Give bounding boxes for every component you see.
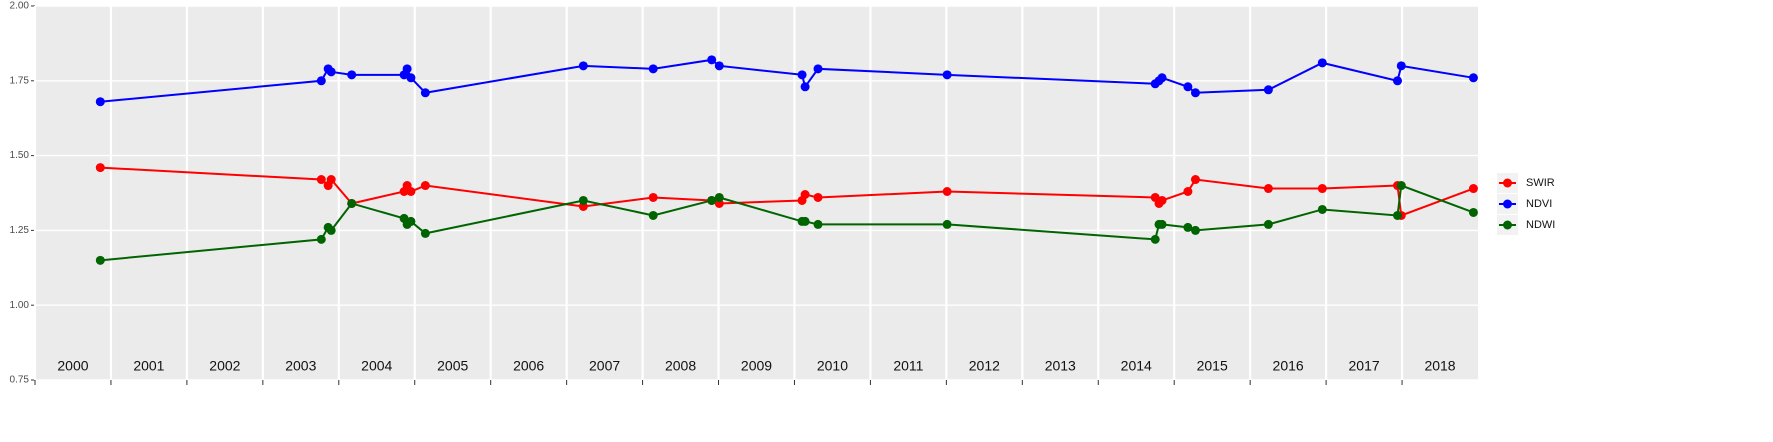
legend-label: NDVI xyxy=(1526,198,1552,210)
x-tick-label: 2011 xyxy=(893,358,923,374)
data-point xyxy=(420,88,430,98)
data-point xyxy=(1183,82,1193,92)
data-point xyxy=(1392,76,1402,86)
data-point xyxy=(1157,73,1167,83)
data-point xyxy=(95,163,105,173)
data-point xyxy=(420,228,430,238)
data-point xyxy=(1190,175,1200,185)
y-tick-label: 1.75 xyxy=(10,75,30,86)
x-tick-label: 2015 xyxy=(1197,358,1228,374)
x-tick-label: 2003 xyxy=(285,358,316,374)
data-point xyxy=(707,195,717,205)
legend-label: NDWI xyxy=(1526,219,1555,231)
data-point xyxy=(800,189,810,199)
data-point xyxy=(406,187,416,197)
x-tick-label: 2005 xyxy=(437,358,468,374)
data-point xyxy=(326,67,336,77)
y-tick-label: 1.25 xyxy=(10,225,30,236)
data-point xyxy=(406,73,416,83)
data-point xyxy=(1396,181,1406,191)
data-point xyxy=(942,70,952,80)
data-point xyxy=(648,210,658,220)
x-tick-label: 2008 xyxy=(665,358,696,374)
data-point xyxy=(316,175,326,185)
legend-swatch xyxy=(1503,178,1512,188)
data-point xyxy=(1157,219,1167,229)
data-point xyxy=(1183,222,1193,232)
data-point xyxy=(707,55,717,65)
data-point xyxy=(347,70,357,80)
data-point xyxy=(578,195,588,205)
data-point xyxy=(1317,184,1327,194)
data-point xyxy=(1263,184,1273,194)
data-point xyxy=(1263,219,1273,229)
data-point xyxy=(1157,195,1167,205)
legend-swatch xyxy=(1503,199,1512,209)
data-point xyxy=(1392,210,1402,220)
data-point xyxy=(1317,204,1327,214)
data-point xyxy=(942,187,952,197)
data-point xyxy=(797,70,807,80)
panel xyxy=(35,6,1478,380)
data-point xyxy=(95,255,105,265)
x-tick-label: 2002 xyxy=(209,358,240,374)
data-point xyxy=(326,175,336,185)
x-tick-label: 2013 xyxy=(1045,358,1076,374)
data-point xyxy=(800,216,810,226)
x-tick-label: 2018 xyxy=(1424,358,1455,374)
x-tick-label: 2017 xyxy=(1349,358,1380,374)
data-point xyxy=(95,97,105,107)
data-point xyxy=(326,225,336,235)
data-point xyxy=(316,76,326,86)
y-tick-label: 0.75 xyxy=(10,375,30,386)
x-tick-label: 2010 xyxy=(817,358,848,374)
data-point xyxy=(1468,207,1478,217)
data-point xyxy=(714,192,724,202)
data-point xyxy=(1468,73,1478,83)
x-tick-label: 2004 xyxy=(361,358,392,374)
y-tick-label: 1.50 xyxy=(10,150,30,161)
data-point xyxy=(714,61,724,71)
x-tick-label: 2001 xyxy=(133,358,164,374)
y-tick-label: 2.00 xyxy=(10,1,30,12)
x-tick-label: 2012 xyxy=(969,358,1000,374)
data-point xyxy=(648,192,658,202)
data-point xyxy=(1317,58,1327,68)
legend-label: SWIR xyxy=(1526,177,1555,189)
data-point xyxy=(942,219,952,229)
data-point xyxy=(800,82,810,92)
data-point xyxy=(347,198,357,208)
legend-swatch xyxy=(1503,220,1512,230)
data-point xyxy=(402,64,412,74)
data-point xyxy=(1396,61,1406,71)
data-point xyxy=(578,61,588,71)
data-point xyxy=(1468,184,1478,194)
data-point xyxy=(420,181,430,191)
data-point xyxy=(316,234,326,244)
x-tick-label: 2014 xyxy=(1121,358,1152,374)
x-tick-label: 2009 xyxy=(741,358,772,374)
x-tick-label: 2006 xyxy=(513,358,544,374)
data-point xyxy=(813,192,823,202)
data-point xyxy=(1190,88,1200,98)
data-point xyxy=(406,216,416,226)
y-tick-label: 1.00 xyxy=(10,300,30,311)
data-point xyxy=(1150,234,1160,244)
x-tick-label: 2016 xyxy=(1273,358,1304,374)
x-tick-label: 2007 xyxy=(589,358,620,374)
data-point xyxy=(1263,85,1273,95)
data-point xyxy=(813,64,823,74)
data-point xyxy=(813,219,823,229)
data-point xyxy=(1183,187,1193,197)
data-point xyxy=(1190,225,1200,235)
data-point xyxy=(648,64,658,74)
x-tick-label: 2000 xyxy=(57,358,88,374)
